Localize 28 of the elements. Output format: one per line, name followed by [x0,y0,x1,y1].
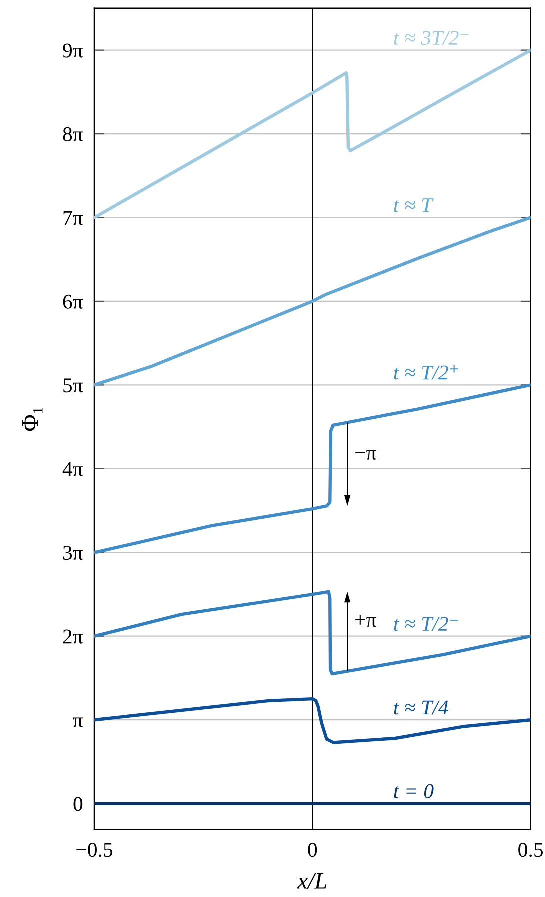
series-label: t ≈ T/4 [394,700,448,715]
series-label: t ≈ T/2⁺ [394,365,458,380]
line-series [94,48,531,220]
y-tick-label: 8π [63,127,84,142]
y-tick-label: 6π [63,294,84,309]
series-label: t ≈ 3T/2⁻ [394,31,469,46]
line-series [94,216,531,387]
y-tick-label: 2π [63,630,84,644]
line-series [94,384,531,554]
line-series [94,697,531,744]
y-tick-label: 0 [74,797,83,812]
annotation: +π [356,615,376,628]
annotation: −π [356,450,376,460]
series-label: t ≈ T/2⁻ [394,617,458,632]
x-tick-label: 0 [308,843,318,858]
x-axis-title: x/L [297,873,327,890]
series-label: t = 0 [394,784,434,798]
y-tick-label: 3π [63,546,84,560]
series-label: t ≈ T [394,198,434,212]
y-axis-title: Φ₁ [22,408,43,432]
x-tick-label: 0.5 [518,843,544,858]
y-tick-label: π [73,718,84,728]
y-tick-label: 7π [64,211,84,226]
y-tick-label: 4π [62,462,84,476]
line-series [94,590,531,676]
y-tick-label: 5π [64,378,84,393]
x-tick-label: −0.5 [76,843,113,858]
y-tick-label: 9π [63,44,84,58]
